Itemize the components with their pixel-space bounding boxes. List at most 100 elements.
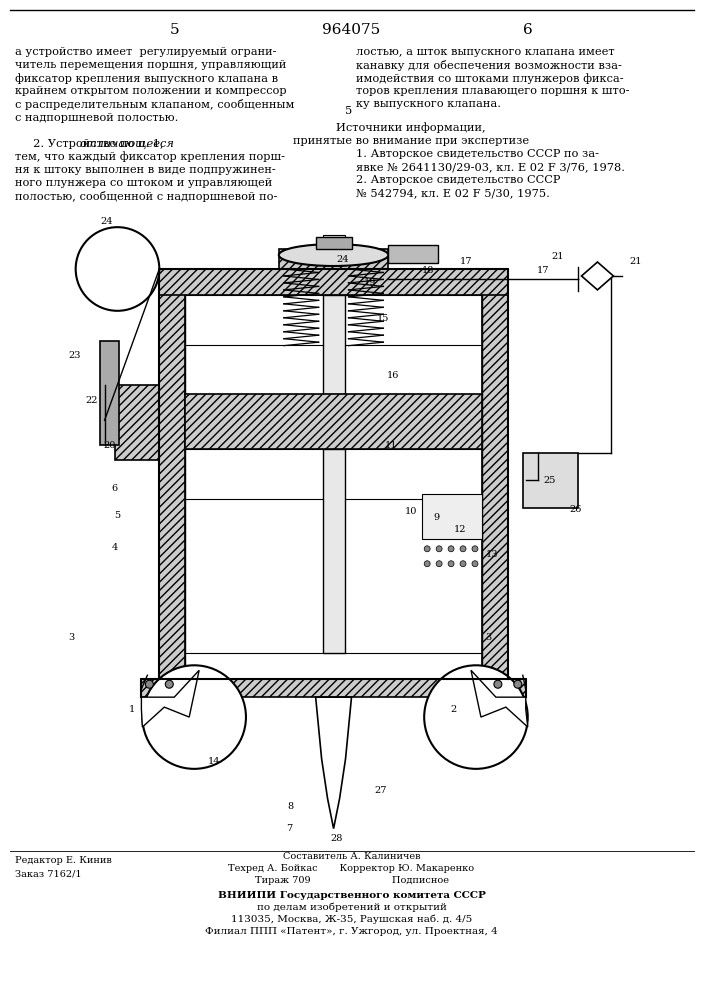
Circle shape: [472, 546, 478, 552]
Text: 6: 6: [523, 23, 532, 37]
Text: ня к штоку выполнен в виде подпружинен-: ня к штоку выполнен в виде подпружинен-: [15, 165, 276, 175]
Circle shape: [436, 546, 442, 552]
Text: ВНИИПИ Государственного комитета СССР: ВНИИПИ Государственного комитета СССР: [218, 891, 486, 900]
Text: имодействия со штоками плунжеров фикса-: имодействия со штоками плунжеров фикса-: [356, 73, 624, 84]
Bar: [159, 269, 185, 679]
Text: читель перемещения поршня, управляющий: читель перемещения поршня, управляющий: [15, 60, 286, 70]
Text: 9: 9: [433, 513, 439, 522]
Circle shape: [424, 561, 430, 567]
Circle shape: [494, 680, 502, 688]
Text: лостью, а шток выпускного клапана имеет: лостью, а шток выпускного клапана имеет: [356, 47, 615, 57]
Bar: [141, 679, 526, 697]
Circle shape: [424, 665, 527, 769]
Text: 5: 5: [115, 511, 121, 520]
Text: 2: 2: [450, 705, 456, 714]
Text: 10: 10: [405, 507, 417, 516]
Text: 19: 19: [364, 278, 377, 287]
Text: 23: 23: [69, 351, 81, 360]
Bar: [322, 235, 344, 255]
Text: с распределительным клапаном, сообщенным: с распределительным клапаном, сообщенным: [15, 99, 294, 110]
Circle shape: [448, 546, 454, 552]
Text: 21: 21: [551, 252, 564, 261]
Text: Тираж 709                          Подписное: Тираж 709 Подписное: [255, 876, 448, 885]
Text: 25: 25: [544, 476, 556, 485]
Text: № 542794, кл. Е 02 F 5/30, 1975.: № 542794, кл. Е 02 F 5/30, 1975.: [356, 188, 550, 198]
Text: Источники информации,: Источники информации,: [337, 122, 486, 133]
Text: 17: 17: [460, 257, 472, 266]
Text: 15: 15: [377, 314, 390, 323]
Circle shape: [436, 561, 442, 567]
Text: 22: 22: [86, 396, 98, 405]
Text: ного плунжера со штоком и управляющей: ного плунжера со штоком и управляющей: [15, 178, 272, 188]
Text: канавку для обеспечения возможности вза-: канавку для обеспечения возможности вза-: [356, 60, 622, 71]
Circle shape: [514, 680, 522, 688]
Text: 13: 13: [486, 550, 498, 559]
Text: отличающееся: отличающееся: [80, 139, 175, 149]
Text: а устройство имеет  регулируемый ограни-: а устройство имеет регулируемый ограни-: [15, 47, 276, 57]
Bar: [322, 449, 344, 653]
Text: 27: 27: [374, 786, 387, 795]
Polygon shape: [315, 697, 351, 829]
Circle shape: [424, 546, 430, 552]
Bar: [279, 249, 388, 269]
Text: принятые во внимание при экспертизе: принятые во внимание при экспертизе: [293, 136, 530, 146]
Text: Редактор Е. Кинив: Редактор Е. Кинив: [15, 856, 112, 865]
Polygon shape: [582, 262, 614, 290]
Circle shape: [460, 546, 466, 552]
Text: 24: 24: [337, 255, 349, 264]
Bar: [388, 245, 438, 263]
Text: 964075: 964075: [322, 23, 380, 37]
Bar: [522, 453, 578, 508]
Circle shape: [448, 561, 454, 567]
Text: 21: 21: [629, 257, 641, 266]
Bar: [422, 494, 482, 539]
Bar: [100, 341, 119, 445]
Text: 5: 5: [170, 23, 179, 37]
Text: ку выпускного клапана.: ку выпускного клапана.: [356, 99, 501, 109]
Circle shape: [460, 561, 466, 567]
Bar: [115, 385, 159, 460]
Bar: [185, 394, 482, 449]
Text: 28: 28: [330, 834, 343, 843]
Circle shape: [146, 680, 153, 688]
Bar: [159, 269, 508, 295]
Text: крайнем открытом положении и компрессор: крайнем открытом положении и компрессор: [15, 86, 286, 96]
Text: Филиал ППП «Патент», г. Ужгород, ул. Проектная, 4: Филиал ППП «Патент», г. Ужгород, ул. Про…: [205, 927, 498, 936]
Bar: [322, 295, 344, 394]
Text: тем, что каждый фиксатор крепления порш-: тем, что каждый фиксатор крепления порш-: [15, 152, 285, 162]
Text: Техред А. Бойкас       Корректор Ю. Макаренко: Техред А. Бойкас Корректор Ю. Макаренко: [228, 864, 474, 873]
Text: 1: 1: [128, 705, 134, 714]
Text: по делам изобретений и открытий: по делам изобретений и открытий: [257, 903, 446, 912]
Text: 2. Авторское свидетельство СССР: 2. Авторское свидетельство СССР: [356, 175, 561, 185]
Text: 8: 8: [288, 802, 294, 811]
Text: 26: 26: [569, 505, 582, 514]
Text: 20: 20: [103, 441, 116, 450]
Text: 2. Устройство по п. 1,: 2. Устройство по п. 1,: [15, 139, 167, 149]
Text: полостью, сообщенной с надпоршневой по-: полостью, сообщенной с надпоршневой по-: [15, 191, 277, 202]
Ellipse shape: [279, 244, 388, 266]
Text: торов крепления плавающего поршня к што-: торов крепления плавающего поршня к што-: [356, 86, 630, 96]
Circle shape: [165, 680, 173, 688]
Bar: [315, 237, 351, 249]
Text: 12: 12: [454, 525, 467, 534]
Text: 4: 4: [112, 543, 117, 552]
Text: с надпоршневой полостью.: с надпоршневой полостью.: [15, 113, 178, 123]
Text: 14: 14: [208, 757, 221, 766]
Bar: [482, 269, 508, 679]
Text: 3: 3: [69, 633, 75, 642]
Circle shape: [472, 561, 478, 567]
Text: фиксатор крепления выпускного клапана в: фиксатор крепления выпускного клапана в: [15, 73, 278, 84]
Text: 5: 5: [345, 106, 352, 116]
Text: 113035, Москва, Ж-35, Раушская наб. д. 4/5: 113035, Москва, Ж-35, Раушская наб. д. 4…: [231, 914, 472, 924]
Text: 7: 7: [286, 824, 292, 833]
Bar: [185, 295, 482, 679]
Text: 18: 18: [422, 266, 434, 275]
Polygon shape: [141, 670, 199, 727]
Text: 3: 3: [485, 633, 491, 642]
Text: 1. Авторское свидетельство СССР по за-: 1. Авторское свидетельство СССР по за-: [356, 149, 600, 159]
Text: 24: 24: [100, 217, 113, 226]
Text: 17: 17: [537, 266, 549, 275]
Circle shape: [76, 227, 159, 311]
Text: явке № 2641130/29-03, кл. Е 02 F 3/76, 1978.: явке № 2641130/29-03, кл. Е 02 F 3/76, 1…: [356, 162, 626, 172]
Circle shape: [142, 665, 246, 769]
